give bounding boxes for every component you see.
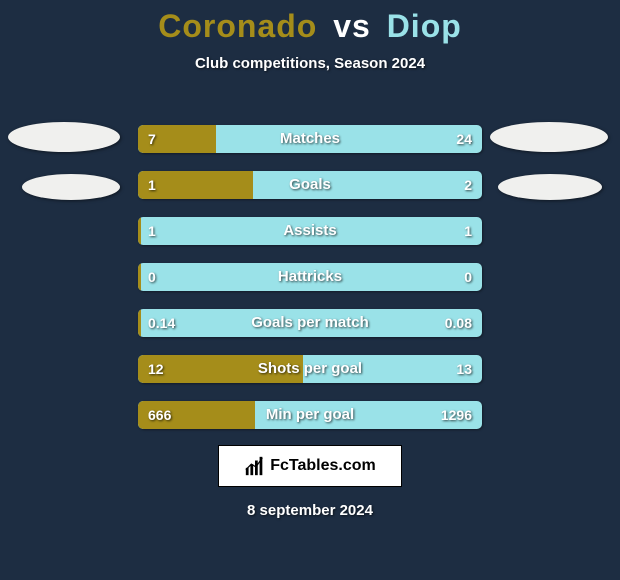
stat-label: Matches [138, 125, 482, 153]
brand-badge[interactable]: FcTables.com [218, 445, 402, 487]
page-title: Coronado vs Diop [0, 0, 620, 45]
stat-bar: 0.14Goals per match0.08 [138, 309, 482, 337]
date-label: 8 september 2024 [0, 502, 620, 519]
title-vs: vs [327, 8, 377, 44]
title-player1: Coronado [158, 8, 317, 44]
subtitle: Club competitions, Season 2024 [0, 55, 620, 72]
stat-label: Assists [138, 217, 482, 245]
stat-right-value: 24 [456, 125, 472, 153]
stat-bar: 1Goals2 [138, 171, 482, 199]
stat-label: Shots per goal [138, 355, 482, 383]
stat-bar: 0Hattricks0 [138, 263, 482, 291]
stat-bar: 7Matches24 [138, 125, 482, 153]
stat-label: Hattricks [138, 263, 482, 291]
stat-right-value: 2 [464, 171, 472, 199]
stat-right-value: 1 [464, 217, 472, 245]
stat-bar: 1Assists1 [138, 217, 482, 245]
stat-bar: 666Min per goal1296 [138, 401, 482, 429]
stat-right-value: 0.08 [445, 309, 472, 337]
avatar-placeholder [490, 122, 608, 152]
stat-right-value: 13 [456, 355, 472, 383]
stat-label: Min per goal [138, 401, 482, 429]
stat-label: Goals [138, 171, 482, 199]
stats-bars: 7Matches241Goals21Assists10Hattricks00.1… [138, 125, 482, 447]
chart-icon [244, 455, 266, 477]
comparison-card: Coronado vs Diop Club competitions, Seas… [0, 0, 620, 580]
avatar-placeholder [498, 174, 602, 200]
stat-right-value: 0 [464, 263, 472, 291]
avatar-placeholder [8, 122, 120, 152]
stat-right-value: 1296 [441, 401, 472, 429]
title-player2: Diop [387, 8, 462, 44]
stat-bar: 12Shots per goal13 [138, 355, 482, 383]
brand-text: FcTables.com [270, 457, 376, 475]
stat-label: Goals per match [138, 309, 482, 337]
avatar-placeholder [22, 174, 120, 200]
